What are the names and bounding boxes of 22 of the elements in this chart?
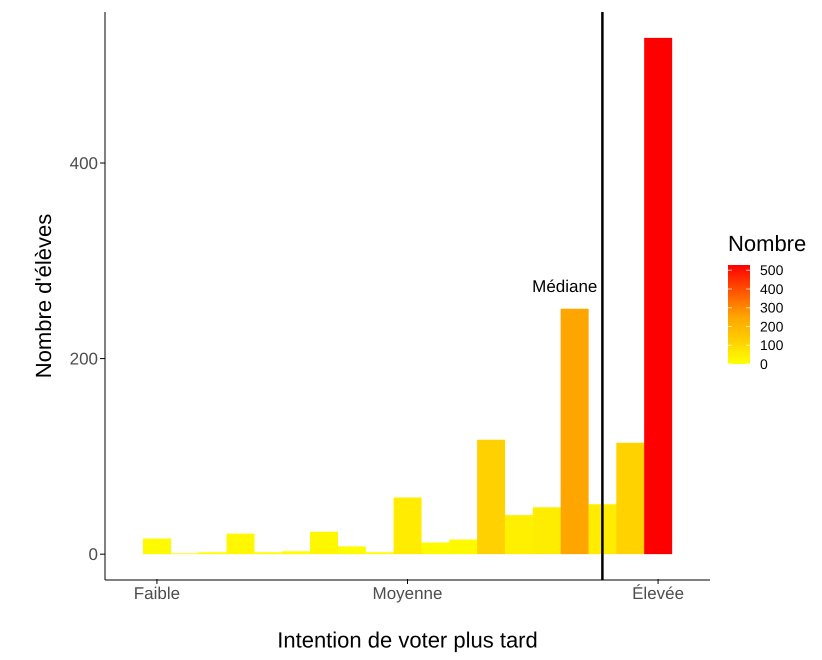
y-tick-label: 0 (88, 545, 98, 564)
annotation: Médiane (532, 277, 598, 296)
y-tick-label: 200 (70, 350, 98, 369)
color-bar-label: 300 (760, 300, 784, 316)
bar (394, 497, 422, 554)
color-bar-title: Nombre (728, 231, 806, 256)
color-bar-label: 100 (760, 337, 784, 354)
x-tick-label: Moyenne (372, 584, 442, 603)
bar (588, 504, 616, 554)
color-bar-label: 500 (760, 262, 784, 278)
y-tick-label: 400 (70, 154, 98, 174)
x-axis-title: Intention de voter plus tard (277, 628, 538, 653)
color-bar-label: 0 (760, 356, 768, 372)
bar (644, 38, 672, 554)
color-bar-label: 400 (760, 280, 784, 297)
x-tick-label: Élevée (632, 584, 684, 603)
bar (560, 308, 589, 554)
bar (616, 442, 644, 554)
x-tick-label: Faible (134, 584, 180, 603)
color-bar-label: 200 (760, 318, 784, 334)
y-axis-title: Nombre d'élèves (30, 214, 56, 378)
bar (477, 440, 506, 554)
